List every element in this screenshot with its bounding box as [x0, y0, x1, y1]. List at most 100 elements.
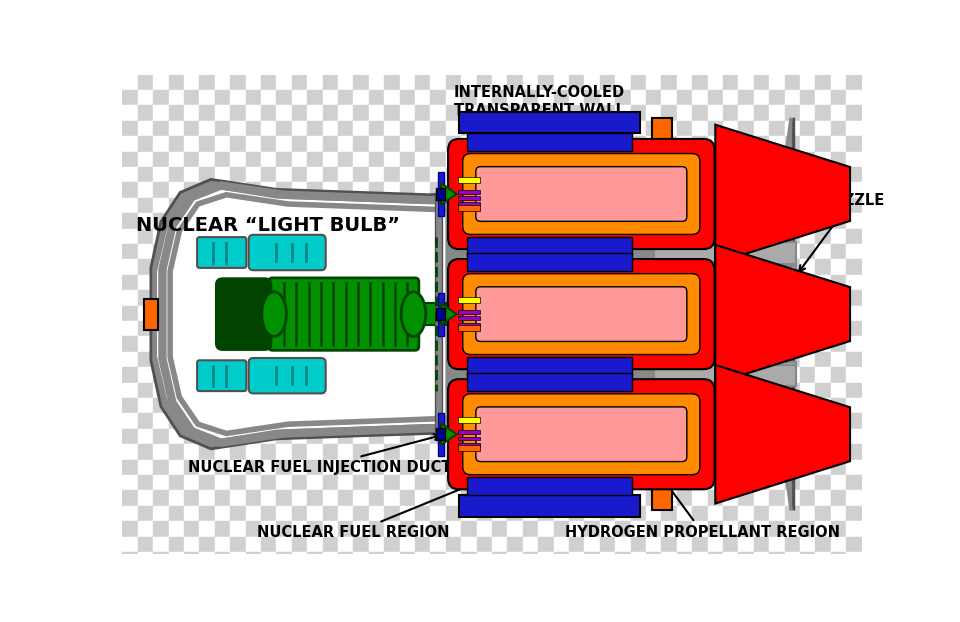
- Bar: [569, 106, 585, 121]
- Bar: [338, 321, 353, 337]
- Bar: [800, 106, 815, 121]
- Bar: [246, 213, 261, 229]
- Bar: [353, 383, 369, 398]
- Bar: [846, 182, 861, 198]
- Bar: [458, 437, 480, 440]
- Bar: [692, 414, 708, 429]
- Bar: [138, 229, 154, 244]
- Bar: [338, 229, 353, 244]
- Bar: [458, 417, 480, 424]
- Bar: [276, 383, 292, 398]
- Bar: [539, 121, 554, 136]
- Bar: [430, 490, 445, 506]
- Bar: [169, 244, 184, 259]
- Bar: [276, 275, 292, 290]
- Bar: [846, 275, 861, 290]
- Bar: [784, 444, 800, 460]
- Bar: [569, 490, 585, 506]
- Bar: [169, 305, 184, 321]
- Bar: [631, 290, 646, 305]
- Polygon shape: [442, 304, 457, 325]
- Bar: [652, 118, 672, 160]
- Bar: [661, 537, 677, 552]
- Bar: [800, 383, 815, 398]
- Bar: [230, 475, 246, 490]
- Bar: [769, 552, 784, 567]
- Bar: [815, 398, 830, 414]
- Bar: [585, 460, 600, 475]
- Bar: [738, 136, 754, 152]
- Bar: [754, 537, 769, 552]
- Bar: [261, 552, 276, 567]
- Bar: [261, 75, 276, 90]
- Bar: [539, 244, 554, 259]
- Bar: [430, 259, 445, 275]
- Bar: [677, 182, 692, 198]
- Bar: [738, 337, 754, 352]
- Bar: [600, 398, 615, 414]
- Bar: [458, 430, 480, 434]
- Bar: [523, 398, 539, 414]
- Bar: [261, 537, 276, 552]
- Bar: [415, 367, 430, 383]
- Bar: [369, 136, 384, 152]
- Bar: [430, 506, 445, 521]
- Bar: [754, 182, 769, 198]
- Bar: [523, 460, 539, 475]
- Bar: [384, 352, 399, 367]
- Bar: [215, 521, 230, 537]
- Bar: [154, 414, 169, 429]
- Bar: [415, 182, 430, 198]
- Bar: [754, 414, 769, 429]
- Bar: [800, 552, 815, 567]
- Bar: [492, 229, 508, 244]
- Bar: [200, 321, 215, 337]
- Bar: [445, 352, 461, 367]
- Bar: [261, 506, 276, 521]
- Bar: [492, 490, 508, 506]
- Bar: [445, 198, 461, 213]
- Bar: [169, 506, 184, 521]
- Bar: [754, 121, 769, 136]
- Bar: [169, 552, 184, 567]
- Bar: [430, 167, 445, 182]
- Bar: [461, 275, 476, 290]
- Bar: [784, 367, 800, 383]
- Bar: [708, 383, 723, 398]
- Bar: [692, 460, 708, 475]
- Bar: [692, 121, 708, 136]
- Bar: [769, 398, 784, 414]
- Bar: [708, 167, 723, 182]
- Bar: [769, 259, 784, 275]
- Bar: [600, 290, 615, 305]
- Bar: [508, 121, 523, 136]
- Bar: [369, 167, 384, 182]
- Bar: [508, 182, 523, 198]
- Bar: [539, 352, 554, 367]
- Bar: [384, 121, 399, 136]
- Bar: [738, 90, 754, 106]
- Bar: [292, 106, 307, 121]
- Bar: [600, 475, 615, 490]
- Bar: [200, 398, 215, 414]
- Bar: [661, 106, 677, 121]
- Bar: [830, 460, 846, 475]
- Bar: [430, 352, 445, 367]
- Bar: [246, 229, 261, 244]
- Bar: [492, 121, 508, 136]
- Bar: [467, 373, 632, 391]
- Bar: [430, 198, 445, 213]
- Bar: [476, 75, 492, 90]
- Bar: [123, 213, 138, 229]
- Bar: [677, 337, 692, 352]
- Bar: [523, 444, 539, 460]
- Bar: [539, 321, 554, 337]
- Bar: [261, 444, 276, 460]
- Bar: [338, 475, 353, 490]
- Bar: [569, 475, 585, 490]
- Bar: [723, 213, 738, 229]
- Bar: [430, 182, 445, 198]
- Bar: [169, 229, 184, 244]
- Bar: [692, 259, 708, 275]
- Bar: [815, 367, 830, 383]
